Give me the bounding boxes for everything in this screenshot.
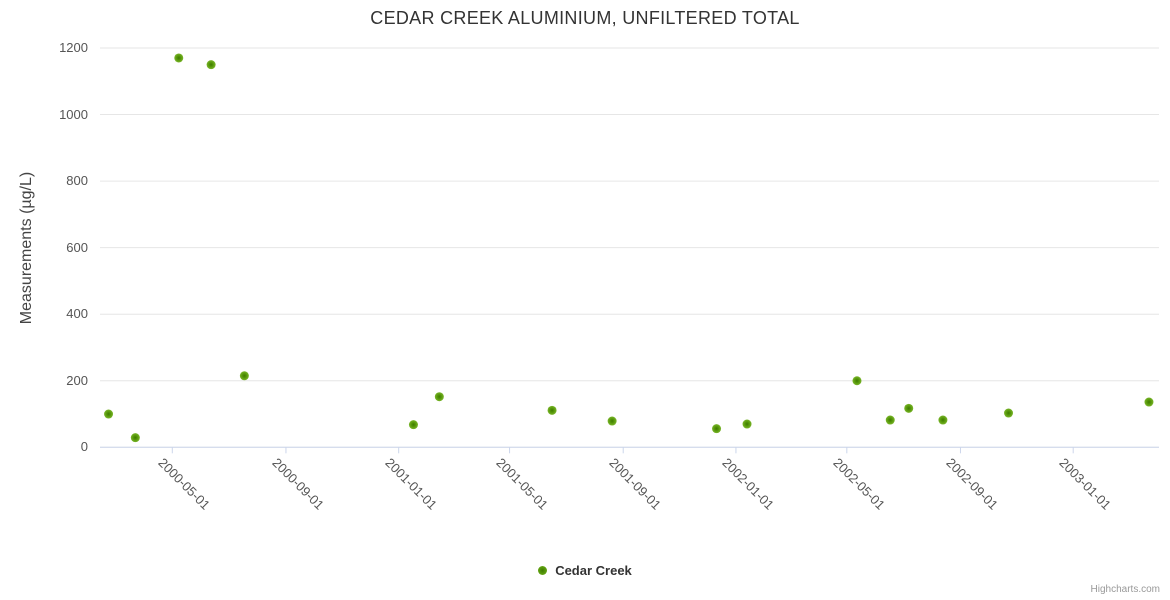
highcharts-credit[interactable]: Highcharts.com — [1090, 584, 1160, 595]
data-point[interactable] — [607, 416, 617, 426]
data-point[interactable] — [1144, 397, 1154, 407]
chart-title: CEDAR CREEK ALUMINIUM, UNFILTERED TOTAL — [370, 8, 800, 28]
data-point[interactable] — [547, 405, 557, 415]
data-point[interactable] — [712, 424, 722, 434]
legend-label: Cedar Creek — [555, 563, 632, 578]
data-point[interactable] — [206, 60, 216, 70]
data-point[interactable] — [885, 415, 895, 425]
legend[interactable]: Cedar Creek — [0, 563, 1170, 578]
y-axis-label: 0 — [80, 439, 88, 455]
y-axis-label: 800 — [66, 173, 88, 189]
y-axis-label: 1200 — [59, 40, 88, 55]
y-axis-label: 200 — [66, 372, 88, 388]
legend-marker-icon — [538, 566, 548, 575]
data-point[interactable] — [1004, 408, 1014, 418]
data-point[interactable] — [852, 376, 862, 386]
data-point[interactable] — [742, 419, 752, 429]
data-point[interactable] — [938, 415, 948, 425]
data-point[interactable] — [104, 409, 114, 419]
data-point[interactable] — [904, 403, 914, 413]
y-axis-label: 400 — [66, 306, 88, 322]
data-point[interactable] — [130, 433, 140, 443]
data-point[interactable] — [174, 53, 184, 63]
y-axis-label: 600 — [66, 239, 88, 255]
y-axis-label: 1000 — [59, 106, 88, 122]
data-point[interactable] — [434, 392, 444, 402]
data-point[interactable] — [239, 371, 249, 381]
data-point[interactable] — [408, 420, 418, 430]
